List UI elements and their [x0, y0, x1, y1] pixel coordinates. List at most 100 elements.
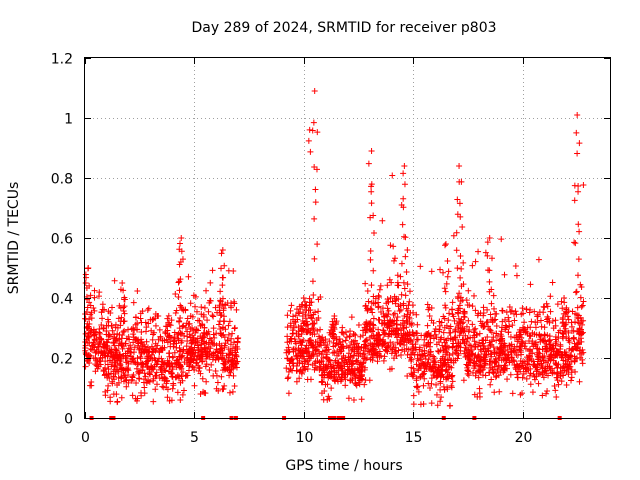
data-point — [541, 304, 548, 311]
data-point — [153, 345, 160, 352]
data-point — [199, 351, 206, 358]
data-point — [353, 340, 360, 347]
data-point — [578, 330, 585, 337]
data-point — [444, 349, 451, 356]
y-tick-label: 1.2 — [51, 52, 73, 68]
data-point — [326, 329, 333, 336]
data-point — [119, 280, 126, 286]
data-point — [465, 352, 472, 359]
data-point — [404, 247, 411, 254]
data-point — [346, 332, 353, 339]
data-point — [463, 338, 470, 345]
data-point — [449, 372, 456, 379]
data-point — [442, 288, 449, 295]
data-point — [505, 329, 512, 336]
data-point — [215, 387, 222, 394]
data-point — [468, 350, 475, 357]
data-point — [502, 322, 509, 329]
data-point — [307, 329, 314, 336]
data-point — [110, 353, 117, 360]
data-point — [159, 383, 166, 390]
data-point — [177, 353, 184, 360]
data-point — [197, 333, 204, 340]
data-point — [320, 396, 327, 403]
data-point — [521, 343, 528, 350]
data-point — [82, 271, 89, 278]
data-point — [376, 317, 383, 324]
data-point — [207, 279, 214, 286]
data-point — [550, 325, 557, 332]
data-point — [330, 331, 337, 338]
data-point — [370, 315, 377, 322]
data-point — [417, 401, 424, 408]
data-point — [234, 358, 241, 365]
data-point — [404, 281, 411, 288]
data-point — [130, 339, 137, 346]
data-point — [354, 346, 361, 353]
data-point — [209, 267, 216, 274]
data-point — [554, 364, 561, 371]
data-point — [323, 354, 330, 361]
data-point — [472, 258, 479, 265]
data-point — [370, 212, 377, 219]
data-point — [451, 317, 458, 324]
data-point — [523, 328, 530, 335]
data-point — [563, 381, 570, 388]
data-point — [409, 329, 416, 336]
data-point — [426, 385, 433, 392]
data-point — [538, 362, 545, 369]
data-point — [428, 380, 435, 387]
y-tick-label: 0 — [64, 412, 73, 428]
data-point — [408, 356, 415, 363]
data-point — [122, 355, 129, 362]
data-point — [452, 334, 459, 341]
data-point — [294, 351, 301, 358]
data-point — [481, 357, 488, 364]
data-point — [320, 367, 327, 374]
data-point — [201, 304, 208, 311]
data-point — [509, 322, 516, 329]
data-point — [531, 341, 538, 348]
data-point — [526, 347, 533, 354]
data-point — [380, 340, 387, 347]
data-point — [404, 372, 411, 379]
data-point — [486, 267, 493, 274]
data-point — [484, 306, 491, 313]
data-point — [397, 273, 404, 280]
data-point — [169, 385, 176, 392]
data-point — [373, 349, 380, 356]
data-point — [433, 381, 440, 388]
data-point — [136, 345, 143, 352]
data-point — [577, 347, 584, 354]
data-point — [197, 370, 204, 377]
data-point — [156, 348, 163, 355]
y-tick-label: 1 — [64, 112, 73, 128]
data-point — [309, 127, 316, 134]
data-point — [200, 313, 207, 320]
data-point — [534, 311, 541, 318]
data-point — [87, 345, 94, 352]
data-point — [476, 368, 483, 375]
data-point — [117, 286, 124, 293]
data-point — [453, 247, 460, 254]
data-point — [535, 358, 542, 365]
data-point — [401, 313, 408, 319]
data-point — [177, 379, 184, 386]
data-point — [286, 360, 293, 367]
data-point — [285, 374, 292, 381]
data-point — [87, 292, 94, 299]
data-point — [219, 282, 226, 289]
data-point — [543, 390, 550, 397]
data-point — [374, 358, 381, 365]
data-point — [176, 373, 183, 380]
data-point — [82, 279, 89, 286]
data-point — [574, 340, 581, 347]
data-point — [358, 396, 365, 403]
data-point — [233, 306, 240, 313]
data-point — [575, 315, 582, 322]
data-point — [168, 370, 175, 377]
data-point — [159, 361, 166, 368]
data-point — [560, 331, 567, 338]
data-point — [426, 352, 433, 359]
data-point — [96, 358, 103, 365]
